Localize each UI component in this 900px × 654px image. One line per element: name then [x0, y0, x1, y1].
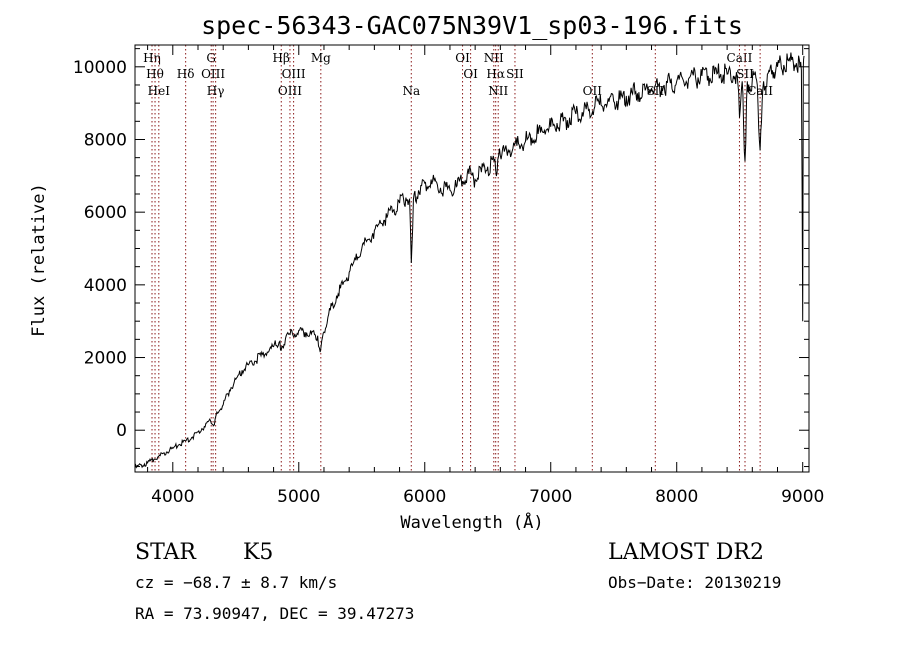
y-tick-label: 10000 [73, 58, 127, 78]
spectral-lines-layer: Hη Hθ HeI Hδ G OIII Hγ Hβ OIII OIII Mg Na OI OI NII Hα N… [143, 45, 773, 472]
spectral-line-label: OII [583, 84, 603, 98]
y-tick-label: 6000 [84, 203, 127, 223]
chart-title: spec-56343-GAC075N39V1_sp03-196.fits [201, 11, 743, 40]
spectral-line-label: HeI [148, 84, 171, 98]
spectral-line-label: SII [736, 67, 754, 81]
spectral-line-label: CaII [747, 84, 773, 98]
spectral-line-label: NII [488, 84, 508, 98]
x-tick-label: 4000 [151, 487, 194, 507]
spectral-line-label: OI [463, 67, 478, 81]
plot-frame [134, 44, 810, 473]
y-tick-label: 8000 [84, 130, 127, 150]
object-subclass: K5 [243, 540, 273, 565]
spectral-line-label: CaII [727, 51, 753, 65]
x-tick-label: 5000 [277, 487, 320, 507]
spectral-line-label: SII [506, 67, 524, 81]
spectral-line-label: Hγ [207, 84, 225, 98]
observation-date: Obs−Date: 20130219 [608, 573, 781, 592]
spectral-line-label: NII [484, 51, 504, 65]
spectral-line-label: OIII [282, 67, 306, 81]
x-tick-label: 8000 [655, 487, 698, 507]
spectrum-series-line [134, 52, 805, 469]
spectral-line-label: Hδ [177, 67, 195, 81]
spectral-line-label: Hθ [146, 67, 164, 81]
x-tick-label: 9000 [781, 487, 824, 507]
spectral-line-label: OIII [278, 84, 302, 98]
spectral-line-label: G [206, 51, 216, 65]
y-tick-label: 2000 [84, 349, 127, 369]
redshift-info: cz = −68.7 ± 8.7 km/s [135, 573, 337, 592]
object-class: STAR [135, 540, 197, 565]
spectral-line-label: OIII [201, 67, 225, 81]
y-axis-label: Flux (relative) [29, 183, 49, 337]
spectral-line-label: Mg [311, 51, 331, 65]
survey-name: LAMOST DR2 [608, 540, 764, 565]
y-tick-label: 0 [116, 421, 127, 441]
x-axis-label: Wavelength (Å) [400, 511, 543, 533]
coordinates-info: RA = 73.90947, DEC = 39.47273 [135, 604, 414, 623]
spectral-line-label: Na [402, 84, 420, 98]
spectral-line-label: Hη [143, 51, 161, 65]
x-tick-label: 7000 [529, 487, 572, 507]
x-tick-label: 6000 [403, 487, 446, 507]
spectral-line-label: Hβ [273, 51, 290, 65]
spectral-line-label: Hα [486, 67, 505, 81]
spectral-line-label: OI [455, 51, 470, 65]
y-tick-label: 4000 [84, 276, 127, 296]
axis-ticks-layer: 4000 5000 6000 7000 8000 9000 0 2000 4000 6000 800… [73, 45, 824, 507]
